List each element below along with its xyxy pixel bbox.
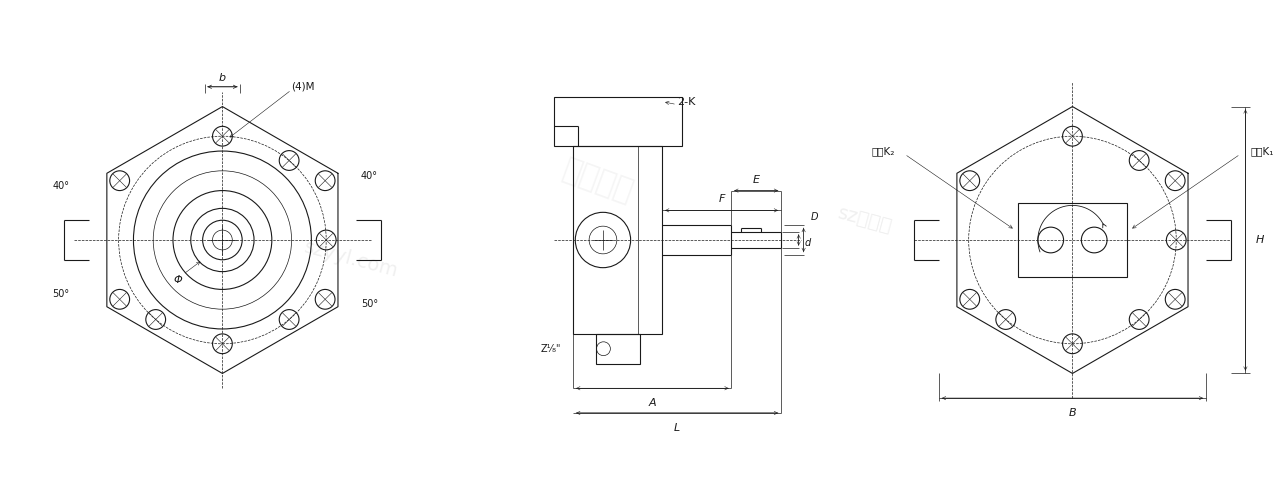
- Text: 40°: 40°: [52, 180, 69, 191]
- Text: 50°: 50°: [52, 289, 69, 300]
- Text: 50°: 50°: [361, 299, 378, 309]
- Text: 40°: 40°: [361, 171, 378, 181]
- Text: F: F: [718, 194, 724, 204]
- Bar: [573, 146, 662, 334]
- Text: Z¹⁄₈": Z¹⁄₈": [540, 344, 561, 354]
- Text: H: H: [1256, 235, 1263, 245]
- Bar: [595, 334, 640, 363]
- Text: (4)M: (4)M: [292, 82, 315, 92]
- Text: A: A: [649, 398, 657, 408]
- Text: Φ: Φ: [174, 275, 182, 285]
- Text: szyyl.com: szyyl.com: [302, 238, 401, 281]
- Text: B: B: [1069, 408, 1076, 418]
- Text: 出口K₂: 出口K₂: [872, 146, 895, 156]
- Text: b: b: [219, 73, 227, 83]
- Text: D: D: [810, 212, 818, 222]
- Bar: [1018, 203, 1126, 277]
- Text: E: E: [753, 175, 759, 185]
- Bar: [553, 96, 682, 146]
- Text: 亮中液压: 亮中液压: [559, 155, 637, 207]
- Text: L: L: [675, 423, 680, 433]
- Text: sz中液压: sz中液压: [836, 204, 895, 237]
- Text: 进口K₁: 进口K₁: [1251, 146, 1274, 156]
- Text: d: d: [805, 238, 810, 248]
- Text: 2-K: 2-K: [677, 96, 695, 107]
